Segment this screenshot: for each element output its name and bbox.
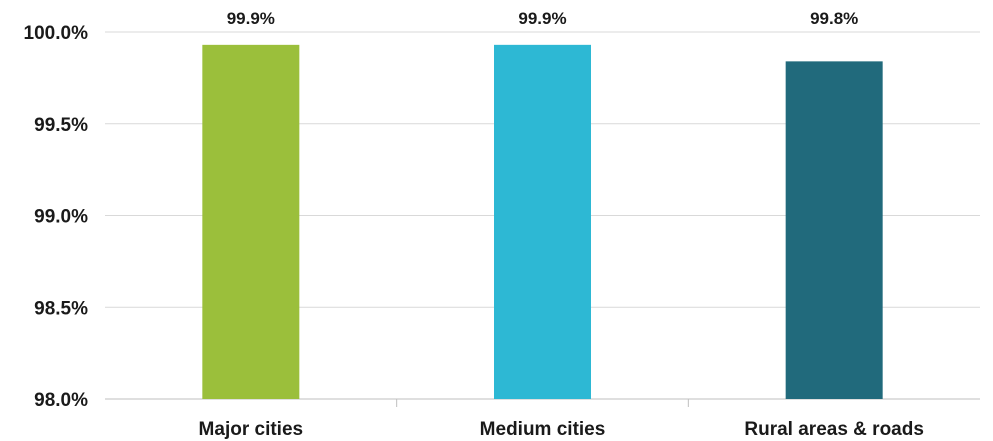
labels: 98.0% 98.5% 99.0% 99.5% 100.0% 99.9% Major cit… bbox=[24, 9, 924, 440]
data-label: 99.8% bbox=[810, 9, 858, 28]
axes bbox=[105, 398, 980, 407]
x-category-label: Medium cities bbox=[480, 419, 606, 440]
y-tick-label: 99.0% bbox=[34, 207, 88, 228]
bar bbox=[202, 44, 300, 399]
y-tick-label: 99.5% bbox=[34, 115, 88, 136]
y-tick-label: 98.0% bbox=[34, 390, 88, 411]
y-tick-label: 100.0% bbox=[24, 23, 89, 44]
bar bbox=[494, 44, 591, 399]
x-category-label: Rural areas & roads bbox=[744, 419, 924, 440]
y-tick-label: 98.5% bbox=[34, 298, 88, 319]
data-label: 99.9% bbox=[518, 9, 566, 28]
x-category-label: Major cities bbox=[199, 419, 304, 440]
bars bbox=[202, 44, 883, 400]
bar bbox=[785, 61, 883, 400]
data-label: 99.9% bbox=[227, 9, 275, 28]
